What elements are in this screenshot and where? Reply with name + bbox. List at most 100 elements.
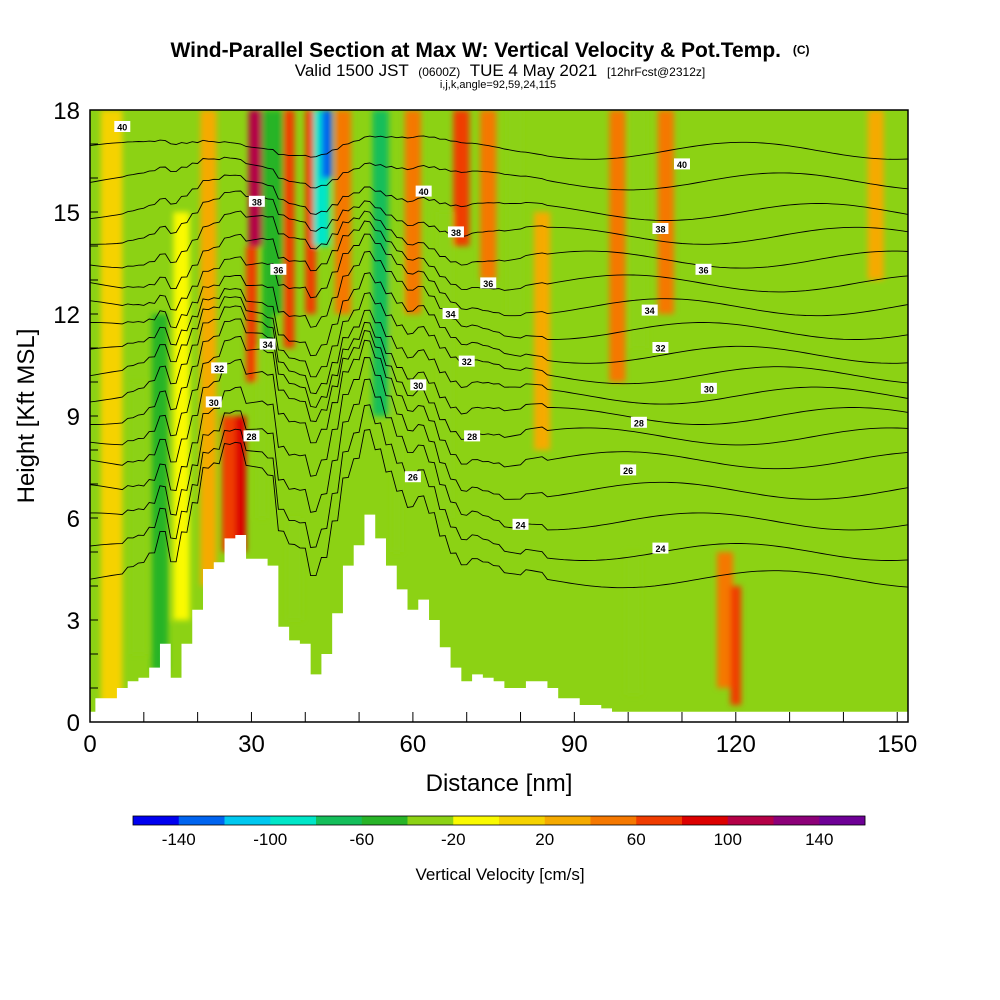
w-feature — [533, 212, 551, 450]
y-tick-label: 9 — [67, 404, 80, 431]
contour-label: 24 — [512, 518, 529, 530]
contour-label-text: 36 — [273, 265, 283, 275]
contour-label-bg — [652, 342, 669, 353]
contour-label-text: 26 — [408, 473, 418, 483]
contour-label: 36 — [695, 263, 712, 275]
colorbar-swatch — [133, 816, 180, 825]
colorbar-swatch — [727, 816, 774, 825]
chart-title-mark: (C) — [793, 43, 810, 57]
contour-label: 34 — [641, 304, 658, 316]
chart-subtitle2: i,j,k,angle=92,59,24,115 — [440, 79, 556, 91]
contour-label: 38 — [652, 223, 669, 235]
colorbar: -140 -100 -60 -20 20 60 100 140 — [132, 815, 866, 849]
contour-label: 26 — [404, 471, 421, 483]
contour-label-bg — [211, 362, 228, 374]
contour-label-text: 38 — [655, 225, 665, 235]
w-feature — [235, 416, 247, 552]
w-feature — [730, 586, 742, 705]
theta-contour — [90, 190, 908, 245]
contour-label-text: 32 — [214, 364, 224, 374]
contour-label: 28 — [243, 430, 260, 442]
colorbar-tick-label: -60 — [349, 830, 374, 849]
colorbar-tick-label: 20 — [535, 830, 554, 849]
contour-label: 30 — [205, 396, 222, 408]
theta-contour — [90, 272, 908, 364]
contour-label: 32 — [652, 342, 669, 354]
contour-label: 34 — [442, 308, 459, 320]
contour-label: 26 — [620, 464, 637, 476]
x-tick-label: 0 — [83, 731, 96, 758]
x-tick-label: 90 — [561, 731, 588, 758]
y-axis-label: Height [Kft MSL] — [13, 329, 40, 504]
colorbar-swatch — [316, 816, 363, 825]
vertical-velocity-field — [100, 110, 884, 705]
w-feature — [480, 110, 497, 280]
w-feature — [372, 110, 389, 416]
contour-label-bg — [243, 430, 260, 442]
theta-contours — [90, 135, 908, 589]
w-feature — [200, 110, 217, 586]
w-feature — [609, 110, 626, 382]
colorbar-tick-label: -140 — [162, 830, 196, 849]
subtitle-date: TUE 4 May 2021 — [470, 61, 598, 80]
colorbar-label: Vertical Velocity [cm/s] — [415, 865, 584, 884]
w-feature — [630, 110, 647, 348]
x-tick-label: 120 — [716, 731, 756, 758]
x-axis: 0 30 60 90 120 150 — [83, 712, 917, 758]
w-feature — [453, 110, 470, 246]
w-feature — [262, 110, 273, 348]
contour-label-bg — [259, 338, 276, 350]
contour-label: 36 — [480, 277, 497, 289]
contour-labels: 40 38 36 34 32 30 28 40 38 36 34 32 30 28 26 24 40 38 36 34… — [114, 121, 717, 554]
w-feature — [437, 212, 454, 518]
colorbar-tick-label: 60 — [627, 830, 646, 849]
colorbar-swatch — [178, 816, 225, 825]
contour-label: 34 — [259, 338, 276, 350]
contour-label-text: 30 — [209, 398, 219, 408]
colorbar-swatch — [499, 816, 546, 825]
colorbar-swatch — [590, 816, 637, 825]
plot-area: 40 38 36 34 32 30 28 40 38 36 34 32 30 28 26 24 40 38 36 34… — [90, 110, 908, 722]
chart-title: Wind-Parallel Section at Max W: Vertical… — [170, 39, 809, 62]
terrain-mask — [90, 514, 908, 722]
w-feature — [867, 110, 884, 280]
colorbar-swatch — [682, 816, 729, 825]
x-tick-label: 150 — [877, 731, 917, 758]
w-feature — [391, 246, 403, 552]
w-feature — [657, 110, 674, 314]
theta-contour — [90, 404, 908, 561]
w-feature — [286, 518, 303, 620]
y-tick-label: 3 — [67, 608, 80, 635]
contour-label-text: 32 — [655, 344, 665, 354]
subtitle-utc: (0600Z) — [418, 65, 460, 79]
y-axis: 0 3 6 9 12 15 18 — [53, 98, 98, 737]
contour-label-text: 40 — [419, 187, 429, 197]
theta-contour — [90, 329, 908, 446]
x-tick-label: 60 — [400, 731, 427, 758]
colorbar-swatch — [636, 816, 683, 825]
contour-label-text: 36 — [483, 279, 493, 289]
colorbar-tick-label: -100 — [253, 830, 287, 849]
contour-label-bg — [673, 158, 690, 170]
contour-label: 28 — [630, 416, 647, 428]
y-tick-label: 0 — [67, 710, 80, 737]
contour-label-text: 28 — [634, 418, 644, 428]
theta-contour — [90, 428, 908, 589]
contour-label-bg — [630, 416, 647, 428]
contour-label: 40 — [415, 185, 432, 197]
contour-label-text: 38 — [252, 197, 262, 207]
w-feature — [305, 110, 317, 314]
colorbar-tick-label: 140 — [805, 830, 833, 849]
colorbar-swatch — [453, 816, 500, 825]
w-feature — [256, 348, 268, 518]
contour-label-bg — [270, 263, 287, 275]
contour-label-text: 40 — [117, 123, 127, 133]
contour-label: 30 — [410, 379, 427, 391]
contour-label-bg — [458, 355, 475, 367]
colorbar-swatch — [544, 816, 591, 825]
contour-label-bg — [695, 263, 712, 275]
y-tick-label: 15 — [53, 200, 80, 227]
contour-label-text: 34 — [446, 310, 456, 320]
theta-contour — [90, 156, 908, 191]
